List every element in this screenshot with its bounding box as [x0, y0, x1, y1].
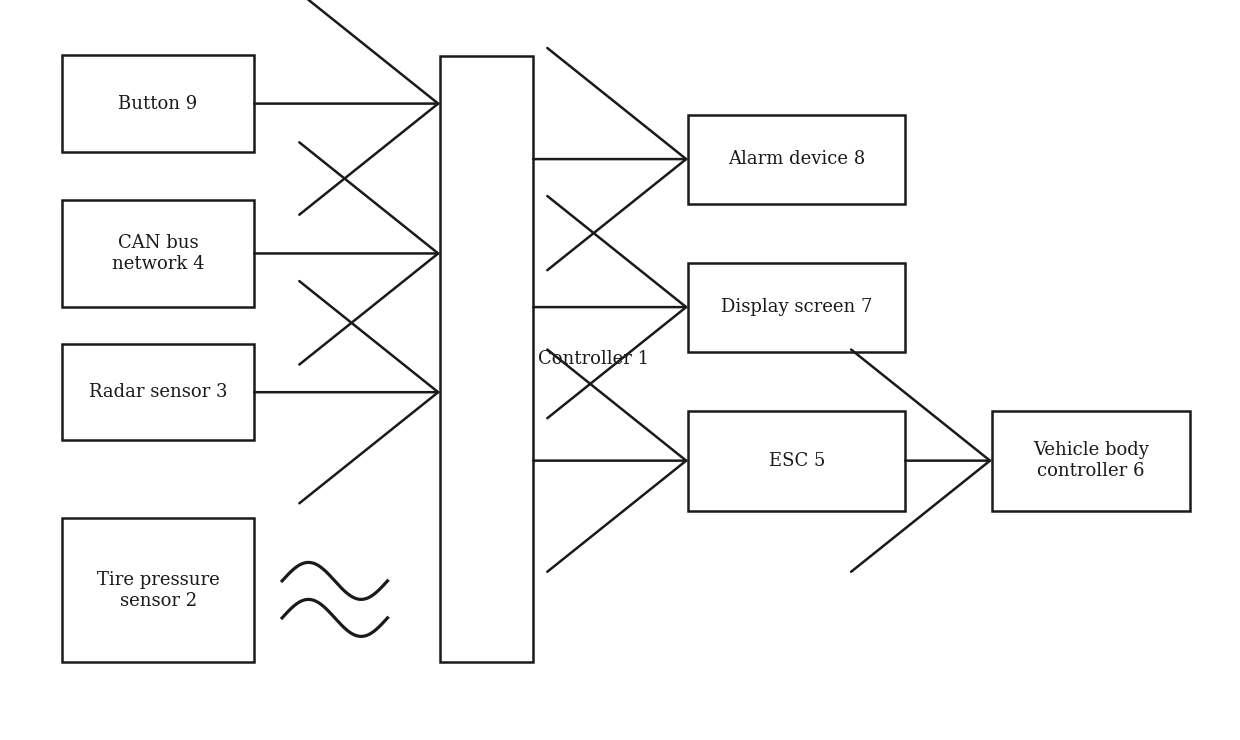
Text: Controller 1: Controller 1 [538, 350, 650, 368]
Text: Tire pressure
sensor 2: Tire pressure sensor 2 [97, 571, 219, 610]
Text: CAN bus
network 4: CAN bus network 4 [112, 234, 205, 273]
Bar [992, 411, 1190, 511]
Text: Alarm device 8: Alarm device 8 [728, 150, 866, 168]
Bar [688, 115, 905, 204]
Bar [62, 344, 254, 440]
Text: Button 9: Button 9 [119, 95, 197, 112]
Bar [440, 56, 533, 662]
Bar [62, 200, 254, 307]
Text: Vehicle body
controller 6: Vehicle body controller 6 [1033, 441, 1149, 480]
Bar [688, 263, 905, 352]
Text: ESC 5: ESC 5 [769, 451, 825, 470]
Bar [62, 56, 254, 152]
Bar [62, 518, 254, 662]
Text: Radar sensor 3: Radar sensor 3 [89, 383, 227, 401]
Bar [688, 411, 905, 511]
Text: Display screen 7: Display screen 7 [720, 298, 873, 316]
